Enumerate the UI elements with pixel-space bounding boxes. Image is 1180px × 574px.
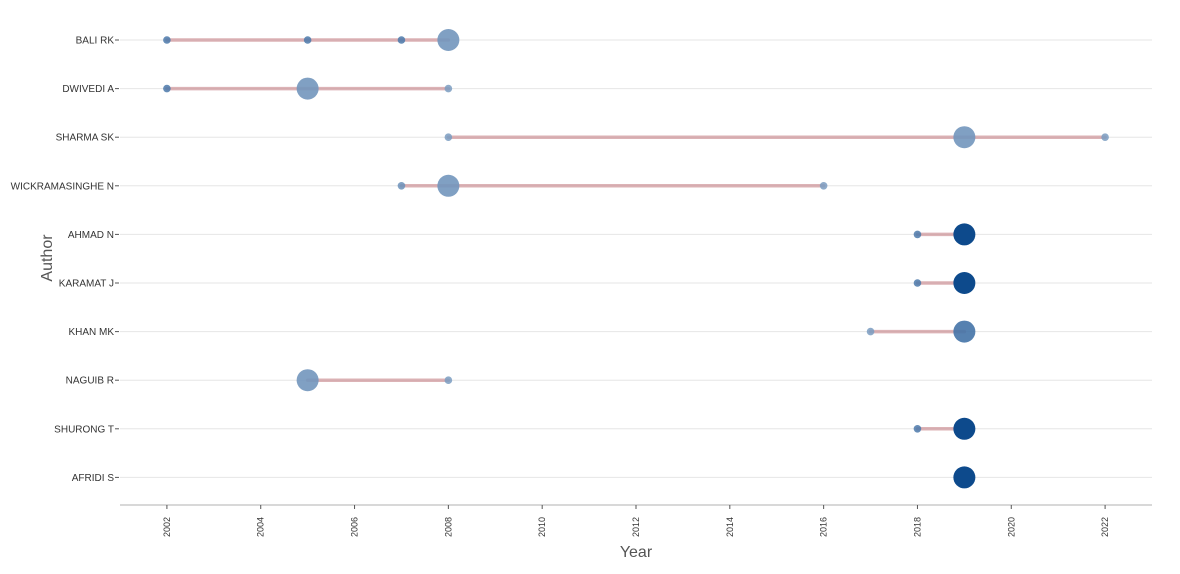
x-tick-label: 2018 bbox=[912, 517, 922, 537]
publication-point bbox=[444, 133, 453, 141]
y-tick-label: KARAMAT J bbox=[59, 279, 114, 290]
publication-point bbox=[953, 272, 976, 294]
publication-point bbox=[913, 425, 922, 433]
x-tick-label: 2016 bbox=[819, 517, 829, 537]
grid-layer bbox=[120, 39, 1152, 478]
publication-point bbox=[953, 320, 976, 343]
x-tick-label: 2010 bbox=[537, 517, 547, 537]
x-tick-label: 2006 bbox=[350, 517, 360, 537]
x-tick-label: 2012 bbox=[631, 517, 641, 537]
publication-point bbox=[913, 230, 922, 239]
y-tick-label: SHARMA SK bbox=[56, 133, 115, 144]
publication-point bbox=[444, 376, 453, 385]
y-tick-label: DWIVEDI A bbox=[62, 84, 114, 95]
point-layer bbox=[163, 29, 1109, 489]
x-tick-label: 2022 bbox=[1100, 517, 1110, 537]
publication-point bbox=[303, 36, 312, 44]
publication-point bbox=[953, 466, 976, 489]
axis-layer bbox=[115, 39, 1152, 509]
y-tick-label: SHURONG T bbox=[54, 424, 114, 435]
publication-point bbox=[296, 369, 319, 392]
y-tick-label: BALI RK bbox=[76, 36, 115, 47]
publication-point bbox=[913, 279, 922, 287]
x-tick-label: 2004 bbox=[256, 517, 266, 537]
publication-point bbox=[953, 126, 976, 149]
x-tick-label: 2014 bbox=[725, 517, 735, 537]
publication-point bbox=[397, 182, 406, 190]
y-tick-label: NAGUIB R bbox=[66, 376, 114, 387]
x-axis-title: Year bbox=[620, 544, 653, 561]
y-tick-label: KHAN MK bbox=[68, 327, 114, 338]
publication-point bbox=[819, 182, 828, 190]
publication-point bbox=[163, 84, 171, 93]
y-tick-label: WICKRAMASINGHE N bbox=[11, 181, 114, 192]
x-tick-label: 2002 bbox=[162, 517, 172, 537]
publication-point bbox=[296, 77, 319, 100]
x-tick-label: 2020 bbox=[1006, 517, 1016, 537]
publication-point bbox=[953, 417, 976, 440]
publication-point bbox=[866, 327, 875, 336]
publication-point bbox=[437, 29, 460, 51]
label-layer: 2002 2004 2006 2008 2010 2012 2014 2016 2018 2020… bbox=[11, 36, 1110, 538]
publication-point bbox=[444, 84, 453, 93]
x-tick-label: 2008 bbox=[443, 517, 453, 537]
publication-point bbox=[397, 36, 406, 44]
publication-point bbox=[437, 174, 460, 197]
publication-point bbox=[163, 36, 171, 44]
publication-point bbox=[1101, 133, 1109, 141]
publication-point bbox=[953, 223, 976, 246]
y-tick-label: AFRIDI S bbox=[72, 473, 115, 484]
y-tick-label: AHMAD N bbox=[68, 230, 114, 241]
y-axis-title: Author bbox=[39, 234, 56, 282]
